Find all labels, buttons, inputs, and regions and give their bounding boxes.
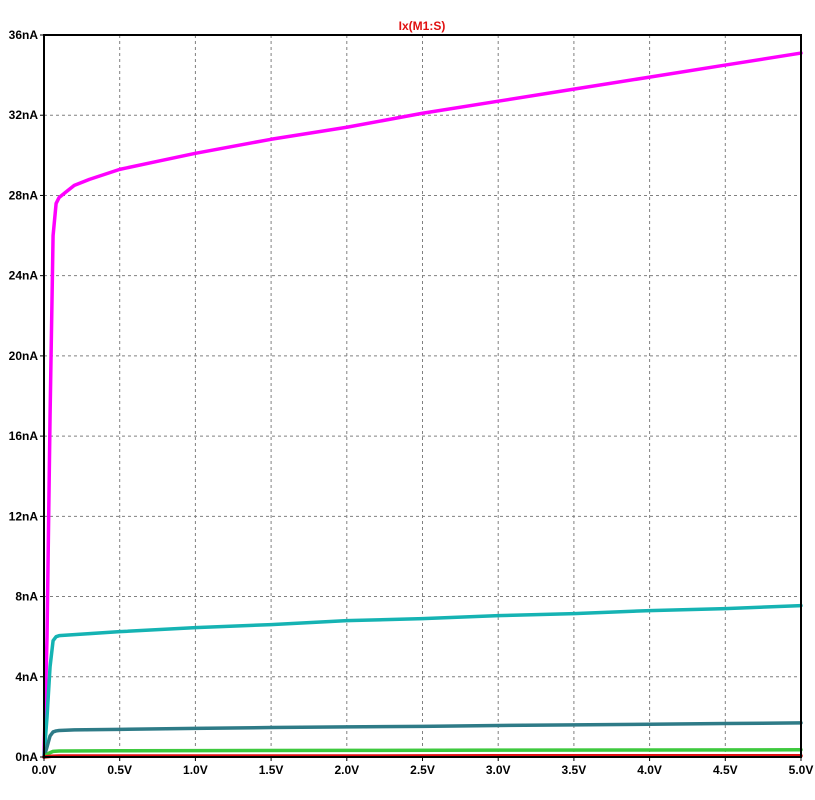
series-lines xyxy=(42,51,803,759)
series-line-1 xyxy=(42,51,803,759)
y-tick-label: 28nA xyxy=(9,188,39,202)
x-tick-label: 2.0V xyxy=(334,763,359,777)
x-tick-label: 1.0V xyxy=(183,763,208,777)
y-tick-label: 24nA xyxy=(9,269,39,283)
x-tick-label: 5.0V xyxy=(789,763,814,777)
x-tick-label: 3.5V xyxy=(562,763,587,777)
series-line-3 xyxy=(42,721,803,759)
x-tick-label: 4.5V xyxy=(713,763,738,777)
y-tick-label: 32nA xyxy=(9,108,39,122)
x-tick-label: 2.5V xyxy=(410,763,435,777)
series-line-2 xyxy=(42,603,803,759)
x-tick-label: 4.0V xyxy=(637,763,662,777)
x-tick-label: 1.5V xyxy=(259,763,284,777)
series-line-4 xyxy=(42,748,803,759)
y-tick-label: 20nA xyxy=(9,349,39,363)
y-tick-label: 12nA xyxy=(9,509,39,523)
x-tick-label: 0.0V xyxy=(32,763,57,777)
y-tick-label: 16nA xyxy=(9,429,39,443)
x-tick-label: 3.0V xyxy=(486,763,511,777)
y-tick-label: 0nA xyxy=(15,750,38,764)
x-tick-label: 0.5V xyxy=(107,763,132,777)
axis-ticks: 0.0V 0.5V 1.0V 1.5V 2.0V 2.5V 3.0V 3.5V 4.0V 4.5V… xyxy=(9,28,814,777)
grid-lines xyxy=(44,35,801,757)
y-tick-label: 8nA xyxy=(15,590,38,604)
y-tick-label: 36nA xyxy=(9,28,39,42)
chart-title: Ix(M1:S) xyxy=(399,19,446,33)
y-tick-label: 4nA xyxy=(15,670,38,684)
